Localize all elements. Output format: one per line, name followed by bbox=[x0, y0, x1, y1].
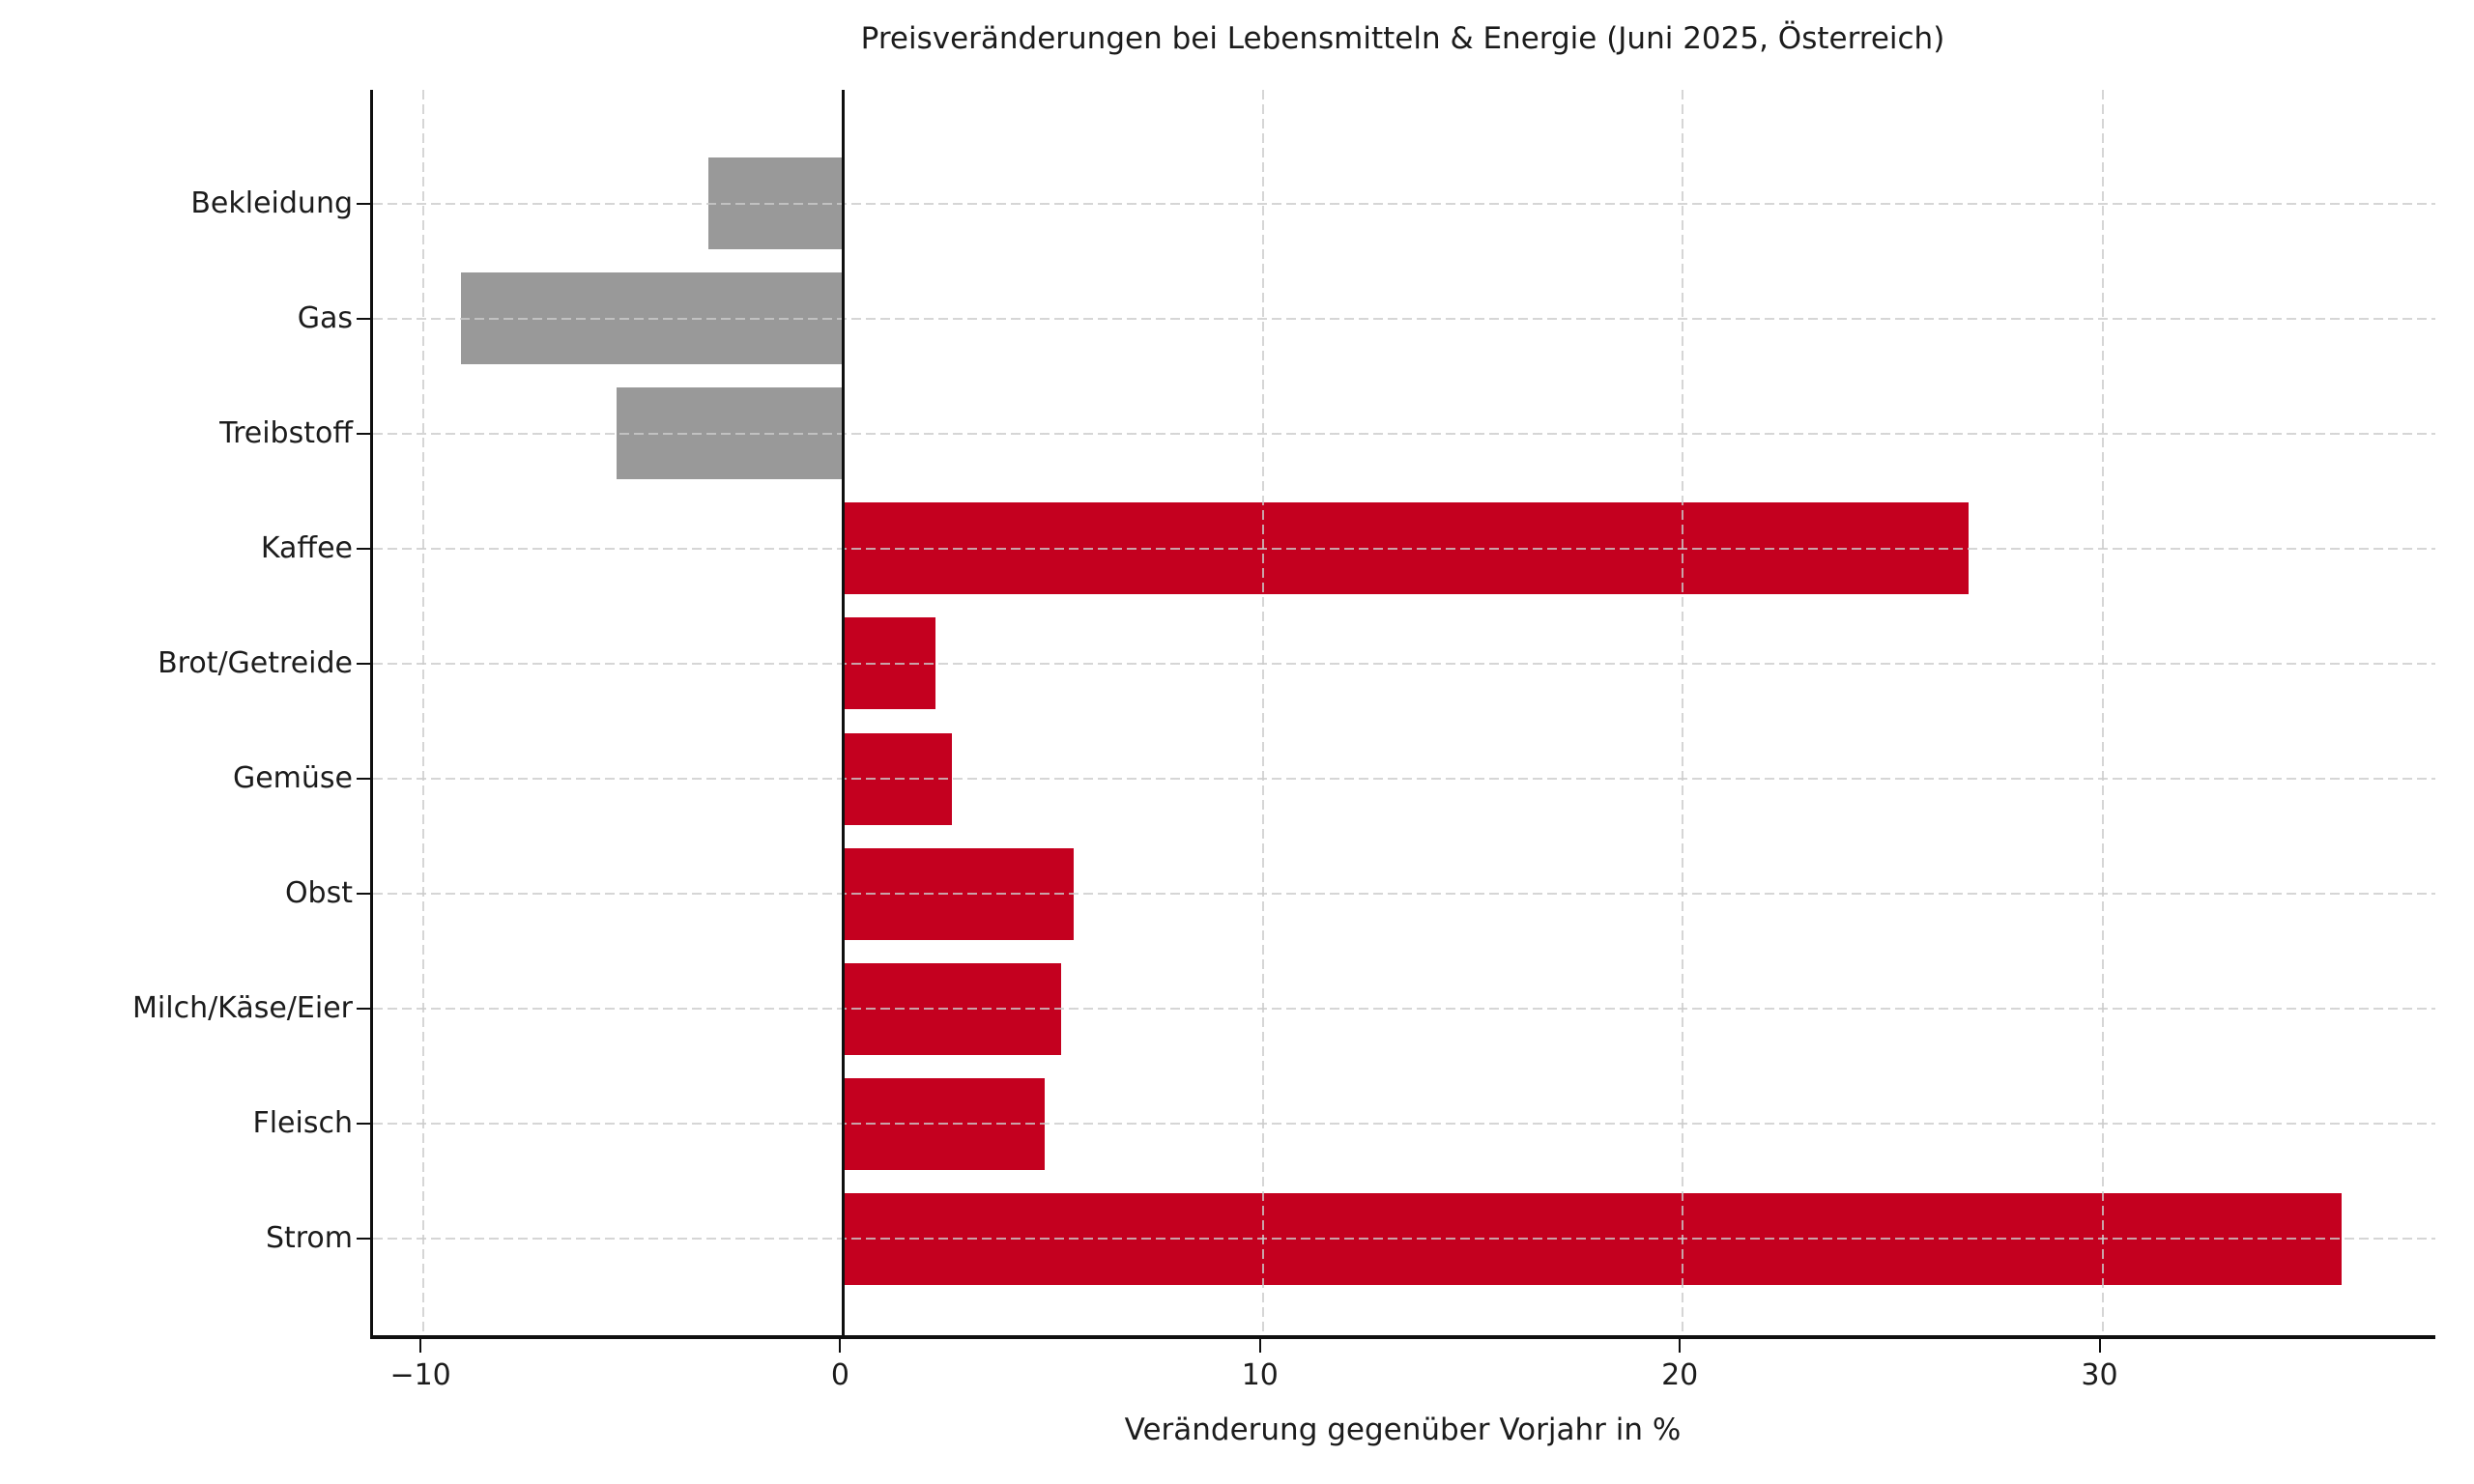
gridline-horizontal bbox=[373, 202, 2435, 205]
category-label: Obst bbox=[284, 876, 353, 911]
gridline-horizontal bbox=[373, 1238, 2435, 1241]
y-tick-mark bbox=[357, 202, 370, 205]
x-tick-mark bbox=[1258, 1339, 1261, 1353]
x-tick-label: 0 bbox=[830, 1358, 850, 1392]
gridline-horizontal bbox=[373, 1123, 2435, 1126]
gridline-horizontal bbox=[373, 547, 2435, 550]
gridline-horizontal bbox=[373, 1008, 2435, 1011]
x-tick-mark bbox=[839, 1339, 842, 1353]
gridline-horizontal bbox=[373, 778, 2435, 781]
category-label: Milch/Käse/Eier bbox=[132, 991, 353, 1026]
x-axis-label: Veränderung gegenüber Vorjahr in % bbox=[1124, 1413, 1682, 1447]
category-label: Treibstoff bbox=[219, 415, 353, 450]
gridline-vertical bbox=[1261, 90, 1264, 1335]
zero-line bbox=[842, 90, 846, 1335]
gridline-horizontal bbox=[373, 432, 2435, 435]
chart-title: Preisveränderungen bei Lebensmitteln & E… bbox=[860, 21, 1945, 56]
y-tick-mark bbox=[357, 893, 370, 896]
y-tick-mark bbox=[357, 547, 370, 550]
gridline-vertical bbox=[1682, 90, 1684, 1335]
category-label: Gemüse bbox=[232, 761, 353, 796]
y-tick-mark bbox=[357, 432, 370, 435]
gridline-vertical bbox=[422, 90, 425, 1335]
category-label: Fleisch bbox=[252, 1106, 353, 1141]
y-tick-mark bbox=[357, 317, 370, 320]
x-tick-label: 30 bbox=[2081, 1358, 2118, 1392]
x-tick-label: −10 bbox=[389, 1358, 451, 1392]
x-tick-label: 20 bbox=[1661, 1358, 1699, 1392]
category-label: Gas bbox=[297, 300, 353, 335]
x-tick-mark bbox=[1679, 1339, 1682, 1353]
gridline-horizontal bbox=[373, 662, 2435, 665]
gridline-horizontal bbox=[373, 317, 2435, 320]
gridline-vertical bbox=[2101, 90, 2104, 1335]
y-tick-mark bbox=[357, 778, 370, 781]
y-tick-mark bbox=[357, 1008, 370, 1011]
y-tick-mark bbox=[357, 1123, 370, 1126]
category-label: Bekleidung bbox=[190, 186, 353, 220]
x-tick-label: 10 bbox=[1241, 1358, 1279, 1392]
y-tick-mark bbox=[357, 662, 370, 665]
x-tick-mark bbox=[2098, 1339, 2101, 1353]
category-label: Kaffee bbox=[260, 530, 353, 565]
category-label: Strom bbox=[265, 1221, 353, 1256]
category-label: Brot/Getreide bbox=[158, 645, 353, 680]
plot-area bbox=[370, 90, 2435, 1339]
x-tick-mark bbox=[419, 1339, 422, 1353]
gridline-horizontal bbox=[373, 893, 2435, 896]
y-tick-mark bbox=[357, 1238, 370, 1241]
